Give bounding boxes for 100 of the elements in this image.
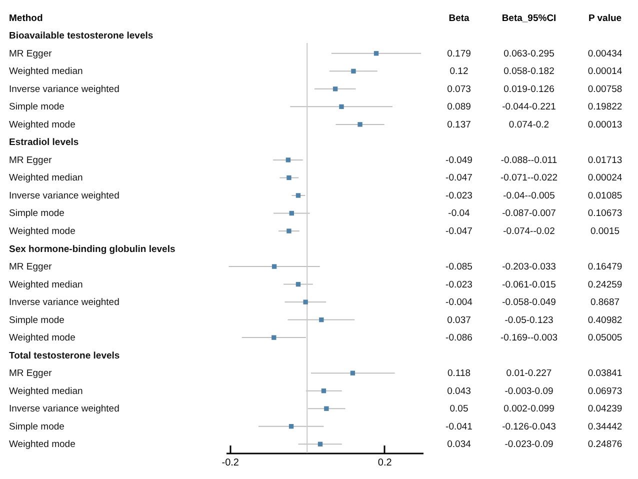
y-tick-label: MR Egger xyxy=(9,368,52,380)
text: -0.087-0.007 xyxy=(502,208,556,220)
y-tick-label: Simple mode xyxy=(9,208,64,220)
y-tick-label: Sex hormone-binding globulin levels xyxy=(9,244,176,255)
point xyxy=(296,282,301,287)
text: -0.023-0.09 xyxy=(504,439,554,450)
y-tick-label: MR Egger xyxy=(9,154,52,166)
text: 0.06973 xyxy=(588,386,622,397)
data-label: -0.023 xyxy=(446,190,472,202)
text: 0.01085 xyxy=(588,190,622,202)
data-label: 0.179 xyxy=(447,48,471,60)
data-label: -0.004 xyxy=(446,297,472,308)
point xyxy=(272,335,276,340)
data-label: 0.089 xyxy=(447,102,471,113)
point xyxy=(289,210,294,216)
y-axis-title: Method xyxy=(9,12,43,24)
y-tick-label: Weighted median xyxy=(9,172,83,184)
point xyxy=(286,158,291,162)
text: 0.058-0.182 xyxy=(504,66,554,78)
data-label: 0.118 xyxy=(447,368,471,380)
text: -0.071--0.022 xyxy=(500,172,558,184)
text: -0.088--0.011 xyxy=(500,154,558,166)
text: 0.19822 xyxy=(588,102,622,113)
y-tick-label: Bioavailable testosterone levels xyxy=(9,30,154,42)
point xyxy=(324,406,329,411)
data-label: -0.04 xyxy=(448,208,470,220)
text: Beta_95%CI xyxy=(502,12,556,24)
text: 0.34442 xyxy=(588,421,622,432)
text: P value xyxy=(588,12,622,24)
data-label: 0.12 xyxy=(450,66,468,78)
text: -0.04--0.005 xyxy=(503,190,555,202)
text: 0.002-0.099 xyxy=(504,404,554,415)
point xyxy=(296,193,301,198)
text: 0.04239 xyxy=(588,404,622,415)
y-tick-label: Inverse variance weighted xyxy=(9,404,120,415)
y-tick-label: Weighted median xyxy=(9,386,83,397)
data-label: 0.043 xyxy=(447,386,471,397)
y-tick-label: Estradiol levels xyxy=(9,137,79,148)
text: -0.061-0.015 xyxy=(502,279,556,290)
y-tick-label: MR Egger xyxy=(9,262,52,273)
data-label: -0.085 xyxy=(446,262,472,273)
text: -0.044-0.221 xyxy=(502,102,556,113)
x-tick-label: -0.2 xyxy=(222,458,240,468)
y-tick-label: Total testosterone levels xyxy=(9,350,120,362)
point xyxy=(288,424,294,429)
text: 0.03841 xyxy=(588,368,622,380)
data-label: 0.05 xyxy=(450,404,468,415)
y-tick-label: Inverse variance weighted xyxy=(9,190,120,202)
point xyxy=(350,370,356,376)
text: 0.16479 xyxy=(588,262,622,273)
data-label: -0.023 xyxy=(446,279,472,290)
text: 0.0015 xyxy=(590,226,620,237)
text: 0.00024 xyxy=(588,172,622,184)
data-label: 0.137 xyxy=(447,119,471,130)
y-tick-label: Simple mode xyxy=(9,421,64,432)
point xyxy=(318,442,323,446)
text: 0.8687 xyxy=(590,297,620,308)
text: -0.169--0.003 xyxy=(500,332,558,344)
y-tick-label: Simple mode xyxy=(9,102,64,113)
text: 0.01-0.227 xyxy=(506,368,552,380)
text: -0.074--0.02 xyxy=(503,226,555,237)
y-tick-label: Inverse variance weighted xyxy=(9,297,120,308)
data-label: 0.034 xyxy=(447,439,471,450)
y-tick-label: Simple mode xyxy=(9,314,64,326)
text: 0.074-0.2 xyxy=(508,119,550,130)
data-label: -0.086 xyxy=(446,332,472,344)
data-label: -0.041 xyxy=(446,421,472,432)
text: 0.00434 xyxy=(588,48,622,60)
point xyxy=(374,51,379,56)
data-label: 0.073 xyxy=(447,84,471,95)
point xyxy=(339,104,344,110)
text: 0.019-0.126 xyxy=(504,84,554,95)
text: 0.40982 xyxy=(588,314,622,326)
text: -0.05-0.123 xyxy=(504,314,554,326)
point xyxy=(272,264,277,269)
y-tick-label: Inverse variance weighted xyxy=(9,84,120,95)
text: 0.10673 xyxy=(588,208,622,220)
text: 0.24259 xyxy=(588,279,622,290)
y-tick-label: Weighted median xyxy=(9,66,83,78)
x-tick-label: 0.2 xyxy=(378,458,392,468)
point xyxy=(286,175,292,180)
point xyxy=(332,86,338,92)
point xyxy=(358,122,362,127)
text: 0.00014 xyxy=(588,66,622,78)
text: 0.063-0.295 xyxy=(504,48,554,60)
y-tick-label: Weighted mode xyxy=(9,119,76,130)
point xyxy=(286,228,292,234)
text: 0.24876 xyxy=(588,439,622,450)
point xyxy=(303,300,308,304)
y-tick-label: Weighted mode xyxy=(9,439,76,450)
text: 0.00758 xyxy=(588,84,622,95)
text: 0.05005 xyxy=(588,332,622,344)
data-label: -0.047 xyxy=(446,172,472,184)
text: 0.01713 xyxy=(588,154,622,166)
data-label: 0.037 xyxy=(447,314,471,326)
text: Beta xyxy=(448,12,470,24)
point xyxy=(319,317,324,322)
point xyxy=(351,68,356,74)
text: -0.126-0.043 xyxy=(502,421,556,432)
data-label: -0.049 xyxy=(446,154,472,166)
